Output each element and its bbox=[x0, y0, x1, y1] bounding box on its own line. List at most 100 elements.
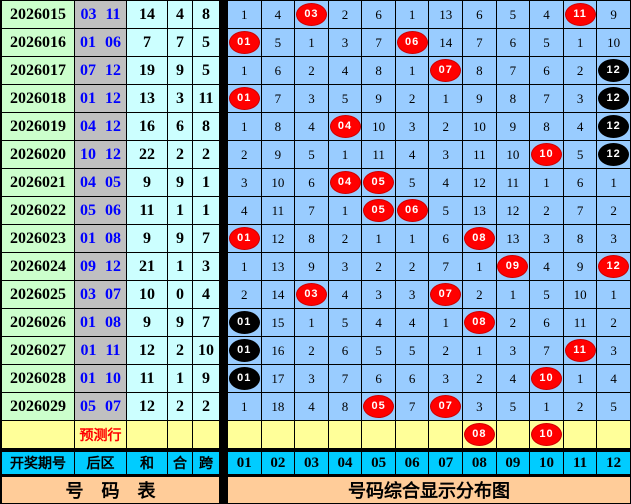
grid-cell: 4 bbox=[228, 197, 262, 225]
he-cell: 9 bbox=[168, 57, 193, 85]
prediction-label: 预测行 bbox=[79, 426, 122, 443]
miss-count: 8 bbox=[375, 63, 382, 78]
grid-cell: 1 bbox=[228, 57, 262, 85]
header-number-09: 09 bbox=[496, 452, 531, 474]
miss-count: 6 bbox=[341, 343, 349, 358]
backzone-cell: 04 12 bbox=[75, 113, 127, 141]
miss-count: 3 bbox=[408, 119, 416, 134]
prediction-empty-cell bbox=[127, 421, 168, 449]
sum-cell: 11 bbox=[127, 197, 168, 225]
header-number-01: 01 bbox=[228, 452, 262, 474]
footer-number-table-label: 号 码 表 bbox=[2, 477, 220, 503]
kua-cell: 1 bbox=[193, 169, 220, 197]
kua-cell: 3 bbox=[193, 253, 220, 281]
section-divider bbox=[220, 141, 228, 169]
miss-count: 2 bbox=[375, 259, 382, 274]
grid-cell: 4 bbox=[496, 365, 531, 393]
miss-count: 1 bbox=[241, 119, 248, 134]
grid-cell: 5 bbox=[395, 337, 430, 365]
grid-cell: 1 bbox=[597, 169, 630, 197]
miss-count: 1 bbox=[476, 259, 483, 274]
chart-body: 2026015 03 11 14 4 8 1 4 03 2 6 1 13 6 5 4 11 9 2026016 01… bbox=[2, 1, 630, 449]
grid-cell: 7 bbox=[496, 57, 531, 85]
grid-cell: 5 bbox=[597, 393, 630, 421]
grid-cell: 6 bbox=[530, 57, 564, 85]
he-cell: 7 bbox=[168, 29, 193, 57]
miss-count: 9 bbox=[610, 7, 617, 22]
miss-count: 6 bbox=[576, 175, 584, 190]
miss-count: 4 bbox=[341, 287, 349, 302]
miss-count: 7 bbox=[375, 35, 382, 50]
miss-count: 3 bbox=[341, 35, 349, 50]
grid-cell: 9 bbox=[362, 85, 396, 113]
miss-count: 5 bbox=[408, 175, 416, 190]
grid-cell: 01 bbox=[228, 309, 262, 337]
period-cell: 2026017 bbox=[2, 57, 75, 85]
grid-cell: 4 bbox=[295, 113, 329, 141]
miss-count: 5 bbox=[509, 7, 517, 22]
draw-row: 2026026 01 08 9 9 7 01 15 1 5 4 4 1 08 2 6 11 2 bbox=[2, 309, 630, 337]
draw-row: 2026025 03 07 10 0 4 2 14 03 4 3 3 07 2 1 5 10 1 bbox=[2, 281, 630, 309]
number-ball: 07 bbox=[430, 283, 462, 306]
prediction-empty-cell bbox=[2, 421, 75, 449]
header-number-11: 11 bbox=[563, 452, 598, 474]
backzone-cell: 01 06 bbox=[75, 29, 127, 57]
grid-cell bbox=[362, 421, 396, 449]
period-cell: 2026023 bbox=[2, 225, 75, 253]
miss-count: 4 bbox=[442, 175, 450, 190]
grid-cell: 1 bbox=[228, 113, 262, 141]
grid-cell: 4 bbox=[261, 1, 296, 29]
grid-cell: 08 bbox=[463, 225, 497, 253]
number-ball: 10 bbox=[530, 423, 562, 446]
section-divider bbox=[220, 1, 228, 29]
draw-row: 2026018 01 12 13 3 11 01 7 3 5 9 2 1 9 8 7 3 12 bbox=[2, 85, 630, 113]
miss-count: 2 bbox=[476, 287, 483, 302]
grid-cell: 6 bbox=[328, 337, 363, 365]
grid-cell: 01 bbox=[228, 365, 262, 393]
grid-cell: 4 bbox=[328, 57, 363, 85]
grid-cell: 8 bbox=[328, 393, 363, 421]
miss-count: 1 bbox=[442, 315, 450, 330]
sum-cell: 13 bbox=[127, 85, 168, 113]
grid-cell: 3 bbox=[328, 253, 363, 281]
miss-count: 9 bbox=[375, 91, 382, 106]
section-divider bbox=[220, 169, 228, 197]
miss-count: 3 bbox=[509, 343, 517, 358]
table-header-row: 开奖期号 后区 和 合 跨 01 02 03 04 05 06 07 08 09 10 11 12 bbox=[2, 449, 630, 477]
grid-cell: 7 bbox=[463, 29, 497, 57]
grid-cell bbox=[395, 421, 430, 449]
grid-cell: 7 bbox=[563, 197, 598, 225]
miss-count: 4 bbox=[308, 119, 315, 134]
period-cell: 2026028 bbox=[2, 365, 75, 393]
grid-cell: 07 bbox=[429, 281, 464, 309]
miss-count: 6 bbox=[543, 63, 550, 78]
period-cell: 2026018 bbox=[2, 85, 75, 113]
grid-cell bbox=[597, 421, 630, 449]
miss-count: 5 bbox=[274, 35, 282, 50]
miss-count: 2 bbox=[509, 315, 517, 330]
header-sum-label: 和 bbox=[127, 452, 168, 474]
miss-count: 2 bbox=[308, 343, 315, 358]
miss-count: 5 bbox=[543, 35, 550, 50]
miss-count: 4 bbox=[543, 259, 550, 274]
grid-cell: 2 bbox=[530, 197, 564, 225]
grid-cell: 09 bbox=[496, 253, 531, 281]
miss-count: 1 bbox=[576, 371, 584, 386]
grid-cell: 2 bbox=[429, 337, 464, 365]
grid-cell: 8 bbox=[563, 225, 598, 253]
grid-cell: 4 bbox=[328, 281, 363, 309]
miss-count: 17 bbox=[271, 371, 285, 386]
grid-cell: 9 bbox=[463, 85, 497, 113]
number-ball: 11 bbox=[564, 3, 596, 26]
he-cell: 6 bbox=[168, 113, 193, 141]
backzone-cell: 01 08 bbox=[75, 225, 127, 253]
miss-count: 1 bbox=[576, 35, 584, 50]
miss-count: 14 bbox=[271, 287, 285, 302]
miss-count: 10 bbox=[472, 119, 486, 134]
grid-cell: 1 bbox=[328, 141, 363, 169]
grid-cell: 1 bbox=[362, 225, 396, 253]
draw-row: 2026028 01 10 11 1 9 01 17 3 7 6 6 3 2 4 10 1 4 bbox=[2, 365, 630, 393]
grid-cell: 1 bbox=[295, 29, 329, 57]
prediction-empty-cell bbox=[168, 421, 193, 449]
grid-cell: 7 bbox=[362, 29, 396, 57]
